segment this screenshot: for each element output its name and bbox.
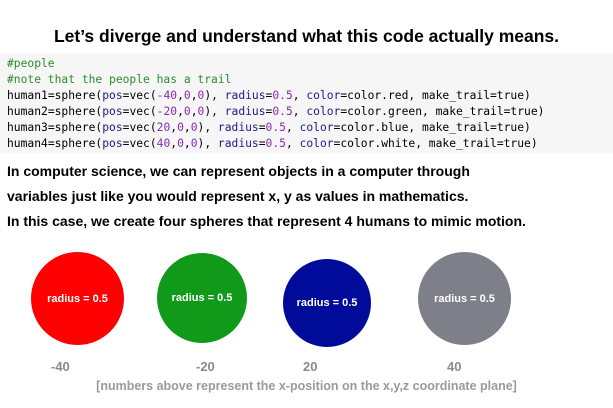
sphere-green: radius = 0.5 bbox=[157, 253, 247, 343]
sphere-blue: radius = 0.5 bbox=[283, 259, 371, 347]
paragraph-line: In computer science, we can represent ob… bbox=[7, 163, 470, 179]
radius-label: radius = 0.5 bbox=[47, 292, 108, 305]
code-line: human3=sphere(pos=vec(20,0,0), radius=0.… bbox=[7, 121, 531, 134]
paragraph-line: variables just like you would represent … bbox=[7, 188, 469, 204]
x-position-label: -20 bbox=[196, 359, 215, 374]
sphere-gray: radius = 0.5 bbox=[418, 252, 511, 345]
x-position-label: 20 bbox=[303, 359, 318, 374]
page-title: Let’s diverge and understand what this c… bbox=[53, 26, 560, 46]
sphere-red: radius = 0.5 bbox=[31, 252, 124, 345]
paragraph-line: In this case, we create four spheres tha… bbox=[7, 213, 526, 229]
radius-label: radius = 0.5 bbox=[171, 292, 233, 304]
radius-label: radius = 0.5 bbox=[296, 297, 358, 309]
code-block: #people #note that the people has a trai… bbox=[0, 54, 613, 153]
x-position-label: -40 bbox=[51, 359, 70, 374]
x-position-label: 40 bbox=[447, 359, 462, 374]
code-line: human4=sphere(pos=vec(40,0,0), radius=0.… bbox=[7, 137, 538, 150]
radius-label: radius = 0.5 bbox=[434, 292, 495, 305]
code-comment: #people bbox=[7, 57, 55, 70]
code-line: human2=sphere(pos=vec(-20,0,0), radius=0… bbox=[7, 105, 545, 118]
code-line: human1=sphere(pos=vec(-40,0,0), radius=0… bbox=[7, 89, 531, 102]
code-comment: #note that the people has a trail bbox=[7, 73, 232, 86]
caption: [numbers above represent the x-position … bbox=[96, 379, 517, 393]
